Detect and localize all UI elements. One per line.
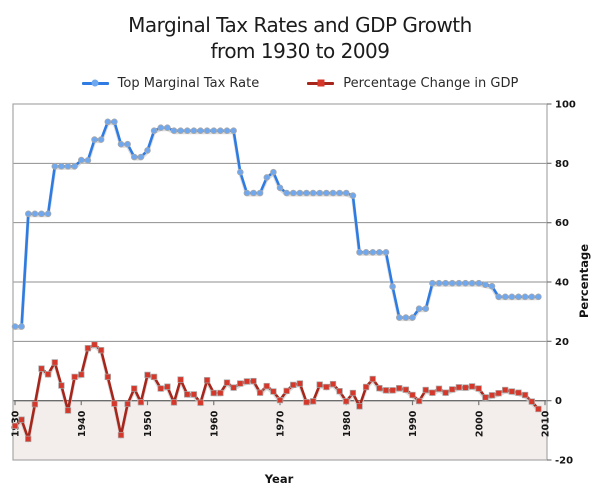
svg-text:1990: 1990 <box>408 410 419 437</box>
tax-dot-icon <box>91 79 99 87</box>
y-axis-title: Percentage <box>577 244 591 318</box>
chart-title-line-1: Marginal Tax Rates and GDP Growth <box>128 13 472 37</box>
legend: Top Marginal Tax Rate Percentage Change … <box>0 74 600 92</box>
tax-line-marker-icon <box>81 79 109 87</box>
svg-text:1940: 1940 <box>77 410 88 437</box>
svg-text:-20: -20 <box>555 456 573 467</box>
chart-title: Marginal Tax Rates and GDP Growth from 1… <box>0 12 600 64</box>
legend-label-tax: Top Marginal Tax Rate <box>117 75 260 91</box>
svg-text:80: 80 <box>555 159 569 170</box>
svg-text:1970: 1970 <box>276 410 287 437</box>
svg-text:1960: 1960 <box>209 410 220 437</box>
legend-item-tax: Top Marginal Tax Rate <box>81 75 260 91</box>
svg-text:2000: 2000 <box>474 410 485 437</box>
chart-title-line-2: from 1930 to 2009 <box>210 39 391 63</box>
svg-text:0: 0 <box>555 396 562 407</box>
svg-text:60: 60 <box>555 218 569 229</box>
legend-item-gdp: Percentage Change in GDP <box>307 76 518 91</box>
svg-text:20: 20 <box>555 337 569 348</box>
gdp-line-marker-icon <box>307 79 335 87</box>
svg-text:2010: 2010 <box>541 410 552 437</box>
svg-text:1980: 1980 <box>342 410 353 437</box>
gdp-square-icon <box>317 79 325 87</box>
svg-text:100: 100 <box>555 100 576 111</box>
legend-label-gdp: Percentage Change in GDP <box>343 75 519 91</box>
svg-text:40: 40 <box>555 278 569 289</box>
x-axis-title: Year <box>264 472 294 486</box>
svg-text:1950: 1950 <box>143 410 154 437</box>
